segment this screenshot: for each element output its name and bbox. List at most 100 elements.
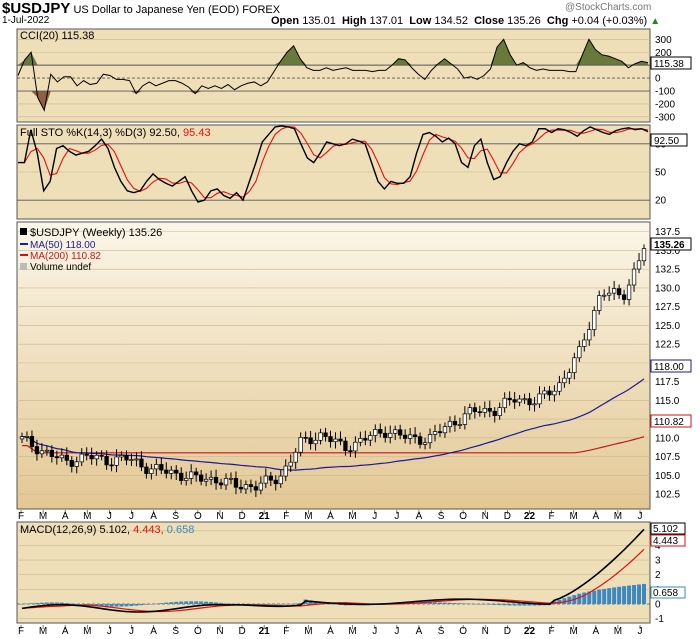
macd-hist-bar xyxy=(204,601,209,604)
price-candle-body xyxy=(398,429,403,436)
macd-tick-label: 3 xyxy=(655,556,661,567)
macd-hist-bar xyxy=(129,603,134,607)
macd-hist-bar xyxy=(582,592,587,604)
macd-hist-bar xyxy=(34,602,39,604)
price-panel: 137.5135.0132.5130.0127.5125.0122.5120.0… xyxy=(16,221,692,510)
ma50-label: MA(50) 118.00 xyxy=(30,240,96,251)
price-candle-body xyxy=(492,410,497,416)
macd-hist-value: 0.658 xyxy=(167,524,195,536)
price-candle-body xyxy=(194,471,199,476)
price-tick-label: 135.0 xyxy=(655,246,680,257)
macd-hist-bar xyxy=(84,603,89,606)
macd-hist-bar xyxy=(497,603,502,606)
close-label: Close xyxy=(474,15,505,27)
price-candle-body xyxy=(243,484,249,490)
x-tick-label: M xyxy=(83,626,91,637)
price-candle-body xyxy=(149,468,154,474)
macd-legend-prefix: MACD(12,26,9) xyxy=(20,524,96,536)
price-candle-body xyxy=(19,436,25,440)
macd-hist-bar xyxy=(144,603,149,605)
price-candle-body xyxy=(542,390,547,395)
price-candle-body xyxy=(313,439,318,445)
macd-hist-bar xyxy=(477,603,482,605)
cci-tick-label: -200 xyxy=(655,99,675,110)
macd-hist-bar xyxy=(69,603,74,605)
price-candle-body xyxy=(288,461,293,467)
ma200-label: MA(200) 110.82 xyxy=(30,251,101,262)
price-frame xyxy=(16,221,651,510)
x-tick-label: F xyxy=(18,511,24,522)
macd-hist-bar xyxy=(164,602,169,604)
exchange-label: FOREX xyxy=(242,4,281,16)
sto-legend: Full STO %K(14,3) %D(3) 92.50, 95.43 xyxy=(20,127,211,139)
low-value: 134.52 xyxy=(434,15,468,27)
macd-hist-bar xyxy=(94,603,99,607)
price-candle-body xyxy=(208,476,214,480)
macd-tag: 5.102 xyxy=(650,522,686,535)
x-tick-label: S xyxy=(172,511,179,522)
price-legend-swatch xyxy=(20,228,27,235)
price-candle-body xyxy=(248,484,254,487)
price-candle-body xyxy=(94,454,99,460)
price-candle-body xyxy=(258,482,263,491)
macd-hist-bar xyxy=(184,601,189,604)
price-candle-body xyxy=(114,456,119,466)
macd-hist-bar xyxy=(283,603,288,605)
macd-hist-bar xyxy=(607,588,612,604)
price-grid xyxy=(17,231,650,495)
price-candle-body xyxy=(213,476,219,484)
price-candle-body xyxy=(567,372,572,379)
sto-tick-label: 20 xyxy=(655,196,667,207)
cci-value-tag: 115.38 xyxy=(650,56,692,70)
open-label: Open xyxy=(271,15,300,27)
price-plot xyxy=(19,244,647,497)
price-candle-body xyxy=(442,426,448,434)
price-tick-label: 117.5 xyxy=(655,377,680,388)
ma50-tag: 118.00 xyxy=(650,359,692,373)
macd-legend: MACD(12,26,9) 5.102, 4.443, 0.658 xyxy=(20,524,194,536)
price-tick-label: 102.5 xyxy=(655,490,680,501)
macd-hist-bar xyxy=(467,603,472,605)
price-candle-body xyxy=(34,446,40,455)
macd-hist-bar xyxy=(273,603,278,605)
macd-tick-label: -1 xyxy=(655,614,664,625)
sto-tick-label: 50 xyxy=(655,168,667,179)
price-candle-body xyxy=(39,450,45,455)
price-candle-body xyxy=(124,455,129,461)
x-tick-label: 22 xyxy=(524,511,536,522)
macd-hist-bar xyxy=(627,585,632,604)
price-candle-body xyxy=(537,393,542,405)
macd-hist-bar xyxy=(20,603,24,605)
x-tick-label: J xyxy=(394,511,399,522)
macd-hist-bar xyxy=(199,601,204,604)
macd-hist-bar xyxy=(169,602,174,604)
price-candle-body xyxy=(597,295,602,311)
sto-legend-text: Full STO %K(14,3) %D(3) 92.50, xyxy=(20,127,180,139)
cci-plot xyxy=(17,38,650,112)
price-tick-label: 130.0 xyxy=(655,283,680,294)
price-candle-body xyxy=(253,486,259,491)
macd-hist-bar xyxy=(562,598,567,604)
price-tick-label: 127.5 xyxy=(655,302,680,313)
price-candle-body xyxy=(348,450,353,452)
x-tick-label: S xyxy=(438,626,445,637)
sto-value-tag: 92.50 xyxy=(650,133,688,147)
x-tick-label: 21 xyxy=(259,511,271,522)
macd-hist-tag-text: 0.658 xyxy=(653,588,678,599)
macd-hist-bar xyxy=(617,586,622,604)
macd-hist-bar xyxy=(527,603,532,606)
price-candle-body xyxy=(338,438,343,442)
price-candle-body xyxy=(467,407,472,415)
ma200-tag: 110.82 xyxy=(650,414,692,428)
macd-hist-bar xyxy=(507,603,512,606)
macd-hist-bar xyxy=(224,603,228,604)
macd-hist-bar xyxy=(189,601,194,604)
macd-panel: 543210-1 MACD(12,26,9) 5.102, 4.443, 0.6… xyxy=(16,521,686,625)
x-tick-label: D xyxy=(238,511,245,522)
x-tick-label: A xyxy=(327,511,334,522)
cci-panel: 3002001000-100-200-300 CCI(20) 115.38 11… xyxy=(16,28,692,123)
x-tick-label: N xyxy=(216,511,223,522)
macd-hist-bar xyxy=(109,603,114,607)
price-candle-body xyxy=(447,420,453,427)
price-candle-body xyxy=(119,455,124,458)
